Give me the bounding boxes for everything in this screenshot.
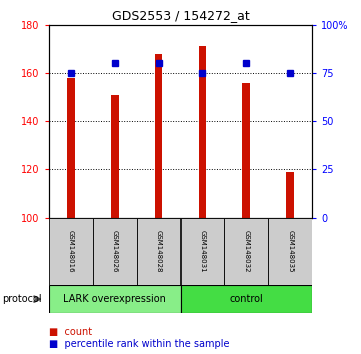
Bar <box>199 46 206 218</box>
Text: LARK overexpression: LARK overexpression <box>63 294 166 304</box>
Bar <box>93 218 136 285</box>
Text: GSM148035: GSM148035 <box>287 230 293 273</box>
Bar <box>268 218 312 285</box>
Text: GSM148031: GSM148031 <box>200 230 205 273</box>
Bar <box>49 218 93 285</box>
Bar <box>136 218 180 285</box>
Bar <box>111 95 118 218</box>
Text: GDS2553 / 154272_at: GDS2553 / 154272_at <box>112 9 249 22</box>
Bar <box>286 172 294 218</box>
Bar <box>243 82 250 218</box>
Bar <box>49 285 180 313</box>
Text: control: control <box>230 294 263 304</box>
Bar <box>67 78 75 218</box>
Text: protocol: protocol <box>2 294 42 304</box>
Bar <box>180 285 312 313</box>
Text: ■  count: ■ count <box>49 327 92 337</box>
Bar <box>225 218 268 285</box>
Bar <box>155 54 162 218</box>
Text: GSM148016: GSM148016 <box>68 230 74 273</box>
Bar <box>180 218 225 285</box>
Text: GSM148032: GSM148032 <box>243 230 249 273</box>
Text: ■  percentile rank within the sample: ■ percentile rank within the sample <box>49 339 229 349</box>
Text: GSM148028: GSM148028 <box>156 230 161 273</box>
Text: GSM148026: GSM148026 <box>112 230 118 273</box>
